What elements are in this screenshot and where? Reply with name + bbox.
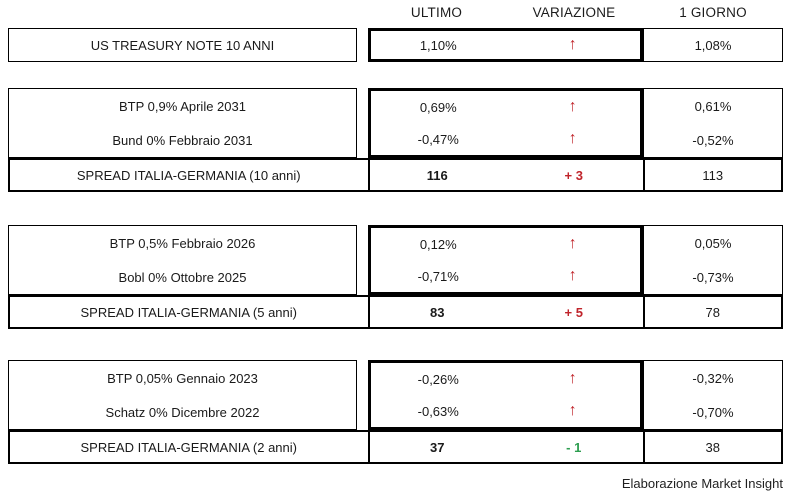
bond-giorno-value: -0,73%: [692, 269, 734, 285]
up-arrow-icon: ↑: [568, 235, 577, 252]
bond-ultimo-value: -0,71%: [417, 268, 459, 284]
section-2-anni-label-box: BTP 0,05% Gennaio 2023 Schatz 0% Dicembr…: [8, 360, 357, 430]
bond-label: Schatz 0% Dicembre 2022: [105, 404, 260, 420]
treasury-giorno-value: 1,08%: [694, 37, 732, 53]
spread-variazione-value: + 5: [564, 304, 583, 320]
bond-ultimo-value: -0,63%: [417, 403, 459, 419]
bond-ultimo-value: -0,26%: [417, 371, 459, 387]
up-arrow-icon: ↑: [568, 267, 577, 284]
bond-ultimo-value: 0,69%: [419, 99, 457, 115]
spread-giorno-value: 38: [642, 432, 782, 462]
up-arrow-icon: ↑: [568, 402, 577, 419]
column-header-ultimo: ULTIMO: [410, 5, 463, 20]
up-arrow-icon: ↑: [568, 130, 577, 147]
treasury-label: US TREASURY NOTE 10 ANNI: [90, 37, 275, 53]
bond-label: Bund 0% Febbraio 2031: [112, 132, 253, 148]
section-10-anni-label-box: BTP 0,9% Aprile 2031 Bund 0% Febbraio 20…: [8, 88, 357, 158]
bond-giorno-value: 0,05%: [694, 235, 732, 251]
spread-label: SPREAD ITALIA-GERMANIA (10 anni): [76, 167, 301, 183]
spread-variazione-value: + 3: [564, 167, 583, 183]
spread-label: SPREAD ITALIA-GERMANIA (5 anni): [80, 304, 298, 320]
spread-ultimo-value: 83: [367, 297, 506, 327]
spread-variazione-value: - 1: [566, 439, 582, 455]
spread-row-10-anni: SPREAD ITALIA-GERMANIA (10 anni) 116 + 3…: [8, 158, 783, 192]
bond-ultimo-value: 0,12%: [419, 236, 457, 252]
spread-giorno-value: 78: [642, 297, 782, 327]
bond-label: BTP 0,5% Febbraio 2026: [109, 235, 256, 251]
section-5-anni-giorno-box: 0,05% -0,73%: [643, 225, 783, 295]
spread-giorno-value: 113: [642, 160, 782, 190]
section-2-anni-values-box: -0,26% ↑ -0,63% ↑: [368, 360, 643, 430]
section-5-anni-values-box: 0,12% ↑ -0,71% ↑: [368, 225, 643, 295]
spread-row-5-anni: SPREAD ITALIA-GERMANIA (5 anni) 83 + 5 7…: [8, 295, 783, 329]
treasury-values-box: 1,10% ↑: [368, 28, 643, 62]
bond-label: Bobl 0% Ottobre 2025: [118, 269, 247, 285]
treasury-giorno-box: 1,08%: [643, 28, 783, 62]
spread-ultimo-value: 37: [367, 432, 506, 462]
bond-giorno-value: -0,32%: [692, 370, 734, 386]
bond-ultimo-value: -0,47%: [417, 131, 459, 147]
section-10-anni-giorno-box: 0,61% -0,52%: [643, 88, 783, 158]
up-arrow-icon: ↑: [568, 36, 577, 53]
bond-giorno-value: 0,61%: [694, 98, 732, 114]
column-header-variazione: VARIAZIONE: [532, 5, 616, 20]
spread-label: SPREAD ITALIA-GERMANIA (2 anni): [80, 439, 298, 455]
section-2-anni-giorno-box: -0,32% -0,70%: [643, 360, 783, 430]
attribution-text: Elaborazione Market Insight: [621, 476, 783, 491]
bond-giorno-value: -0,70%: [692, 404, 734, 420]
treasury-ultimo-value: 1,10%: [419, 37, 457, 53]
spread-row-2-anni: SPREAD ITALIA-GERMANIA (2 anni) 37 - 1 3…: [8, 430, 783, 464]
bond-label: BTP 0,05% Gennaio 2023: [107, 370, 258, 386]
treasury-row-label-box: US TREASURY NOTE 10 ANNI: [8, 28, 357, 62]
up-arrow-icon: ↑: [568, 370, 577, 387]
bond-label: BTP 0,9% Aprile 2031: [119, 98, 246, 114]
bond-giorno-value: -0,52%: [692, 132, 734, 148]
up-arrow-icon: ↑: [568, 98, 577, 115]
section-10-anni-values-box: 0,69% ↑ -0,47% ↑: [368, 88, 643, 158]
section-5-anni-label-box: BTP 0,5% Febbraio 2026 Bobl 0% Ottobre 2…: [8, 225, 357, 295]
column-header-1giorno: 1 GIORNO: [679, 5, 747, 20]
spread-ultimo-value: 116: [367, 160, 506, 190]
